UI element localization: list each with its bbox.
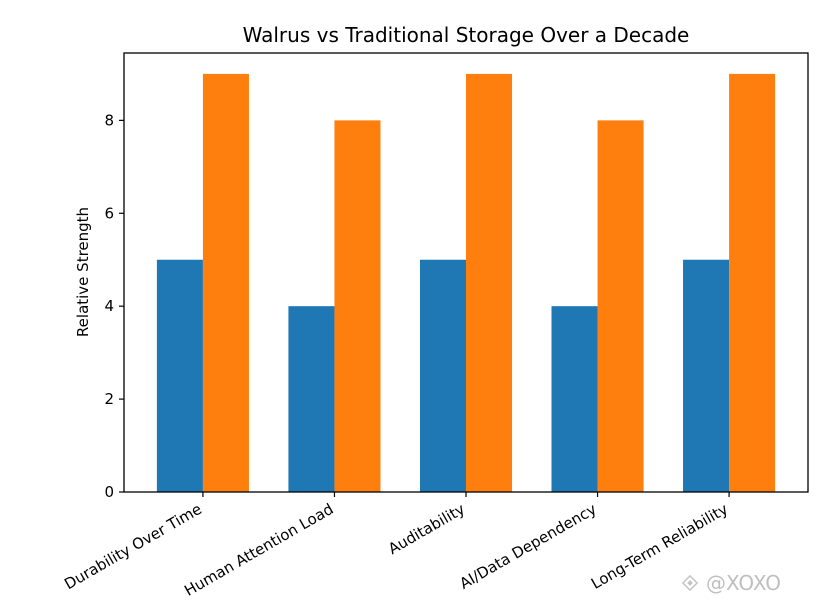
bar-series2-3 bbox=[597, 120, 644, 492]
bar-series1-1 bbox=[288, 306, 335, 492]
bars-group bbox=[156, 73, 776, 493]
watermark-text: @XOXO bbox=[706, 571, 781, 595]
y-tick-label: 2 bbox=[104, 390, 114, 408]
y-axis-label: Relative Strength bbox=[74, 207, 92, 337]
bar-series2-1 bbox=[334, 120, 381, 492]
bar-series2-4 bbox=[729, 73, 776, 493]
binance-logo-icon bbox=[681, 574, 699, 592]
x-tick-label: AI/Data Dependency bbox=[457, 500, 600, 593]
bar-series2-0 bbox=[202, 73, 249, 493]
x-tick-label: Auditability bbox=[385, 500, 468, 558]
bar-series2-2 bbox=[466, 73, 513, 493]
y-tick-label: 0 bbox=[104, 483, 114, 501]
y-tick-label: 4 bbox=[104, 297, 114, 315]
bar-series1-0 bbox=[156, 259, 203, 492]
chart-title: Walrus vs Traditional Storage Over a Dec… bbox=[243, 23, 690, 47]
bar-series1-4 bbox=[683, 259, 730, 492]
bar-series1-2 bbox=[419, 259, 466, 492]
y-axis-ticks: 0 2 4 6 8 bbox=[104, 111, 124, 501]
watermark: @XOXO bbox=[681, 571, 781, 595]
x-tick-label: Durability Over Time bbox=[61, 500, 205, 593]
bar-series1-3 bbox=[551, 306, 598, 492]
y-tick-label: 8 bbox=[104, 111, 114, 129]
y-tick-label: 6 bbox=[104, 204, 114, 222]
